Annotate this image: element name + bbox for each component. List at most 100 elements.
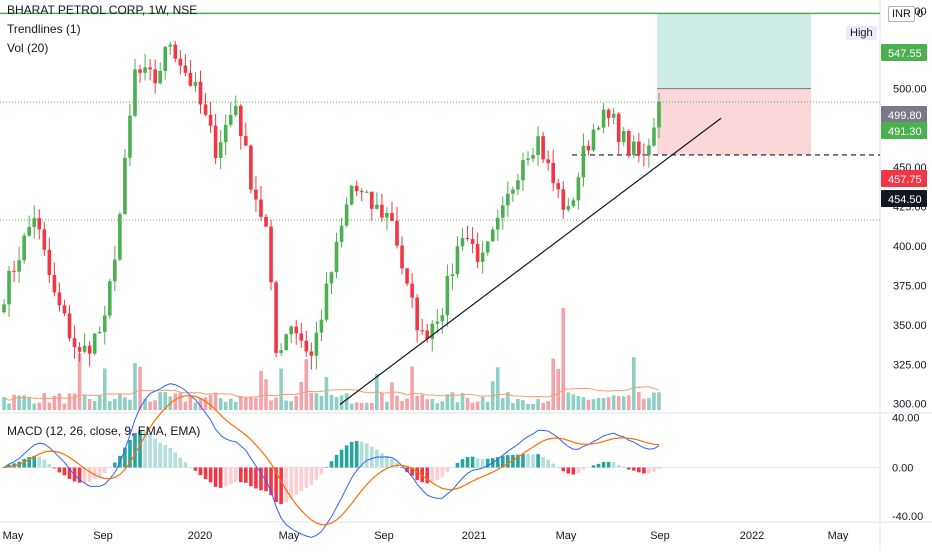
candle <box>148 59 152 81</box>
volume-bar <box>536 399 540 410</box>
candle-body <box>506 193 510 206</box>
volume-bar <box>123 397 127 410</box>
volume-bar <box>148 401 152 410</box>
candle-body <box>12 270 16 272</box>
macd-histogram-bar <box>133 433 137 468</box>
macd-histogram-bar <box>148 433 152 468</box>
candle-body <box>329 272 334 284</box>
macd-histogram-bar <box>495 457 500 468</box>
volume-legend[interactable]: Vol (20) <box>7 41 49 55</box>
price-badge: 499.80 <box>881 106 927 123</box>
candle <box>223 114 228 156</box>
macd-histogram-bar <box>435 467 440 480</box>
volume-bar <box>72 393 77 410</box>
volume-bar <box>420 394 424 410</box>
candle <box>188 60 193 87</box>
volume-bar <box>566 392 571 410</box>
macd-histogram-bar <box>304 467 309 489</box>
candle-body <box>657 102 661 128</box>
price-badge-bg <box>881 106 927 123</box>
candle <box>284 333 288 351</box>
macd-histogram-bar <box>334 454 339 468</box>
volume-bar <box>42 392 47 410</box>
volume-bar <box>309 393 314 410</box>
candle <box>198 70 203 114</box>
candle-body <box>626 130 631 156</box>
volume-bar <box>657 392 661 410</box>
volume-bar <box>284 400 288 410</box>
candle-body <box>516 180 520 190</box>
volume-bar <box>279 368 283 410</box>
candle <box>173 41 178 62</box>
macd-histogram-bar <box>380 453 384 468</box>
macd-histogram-bar <box>47 463 52 468</box>
candle <box>647 138 651 168</box>
volume-bar <box>581 397 586 410</box>
volume-bar <box>632 357 636 410</box>
candle <box>138 64 142 83</box>
candle-body <box>556 183 561 190</box>
macd-histogram-bar <box>349 441 354 468</box>
macd-histogram-bar <box>208 467 213 483</box>
candle <box>218 129 223 170</box>
candle <box>420 318 424 335</box>
candle-body <box>27 226 31 236</box>
volume-bar <box>163 392 168 410</box>
candle <box>581 133 586 187</box>
candle-body <box>133 69 137 116</box>
price-badge-text: 499.80 <box>888 110 922 122</box>
candle-body <box>380 204 384 218</box>
macd-histogram-bar <box>521 453 525 468</box>
volume-bar <box>97 395 102 410</box>
macd-histogram-bar <box>113 462 117 468</box>
macd-histogram-bar <box>269 467 273 496</box>
trendlines-legend[interactable]: Trendlines (1) <box>7 22 81 36</box>
symbol-title[interactable]: BHARAT PETROL CORP, 1W, NSE <box>7 3 198 17</box>
volume-bar <box>198 398 203 410</box>
candle <box>616 112 621 154</box>
volume-bar <box>67 393 72 410</box>
price-badge-bg <box>881 170 927 187</box>
candle <box>642 143 646 167</box>
candle <box>495 209 500 242</box>
macd-histogram-bar <box>274 467 278 503</box>
price-badge-text: 491.30 <box>888 126 922 138</box>
candle-body <box>390 212 394 221</box>
macd-histogram-bar <box>354 441 359 468</box>
candle-body <box>551 162 555 184</box>
volume-bar <box>591 399 596 410</box>
macd-histogram-bar <box>138 430 142 468</box>
candle-body <box>460 238 465 247</box>
macd-legend[interactable]: MACD (12, 26, close, 9, EMA, EMA) <box>7 424 201 438</box>
candle-body <box>576 177 581 201</box>
macd-tick-label: 0.00 <box>892 463 913 475</box>
candle-body <box>485 241 490 253</box>
candle-body <box>475 243 480 262</box>
candle-body <box>299 333 304 341</box>
trendline-path <box>339 117 722 405</box>
candle-body <box>138 69 142 73</box>
macd-histogram-bar <box>223 467 228 487</box>
volume-bar <box>531 403 535 410</box>
macd-histogram-bar <box>254 467 258 489</box>
candle-body <box>611 113 616 118</box>
macd-histogram-bar <box>339 449 344 468</box>
macd-histogram-bar <box>526 453 530 468</box>
candle-body <box>324 283 329 320</box>
currency-label[interactable]: INR <box>888 6 915 22</box>
volume-bar <box>390 382 394 410</box>
price-tick-label: 500.00 <box>893 83 927 95</box>
candle-body <box>581 145 586 178</box>
volume-bar <box>304 359 309 410</box>
volume-bar <box>233 402 238 410</box>
volume-bar <box>521 400 525 410</box>
candle-body <box>123 157 127 215</box>
macd-histogram-bar <box>400 467 404 468</box>
candle-body <box>455 246 460 275</box>
macd-histogram-bar <box>7 464 11 468</box>
volume-bar <box>364 402 369 410</box>
volume-bar <box>637 392 641 410</box>
candle <box>87 341 92 367</box>
volume-bar <box>17 395 21 410</box>
